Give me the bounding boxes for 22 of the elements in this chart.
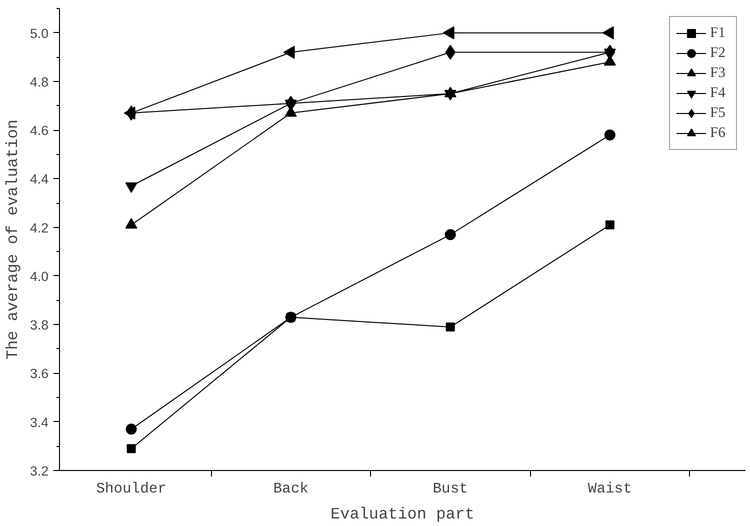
y-tick-label: 4.8 <box>30 74 49 90</box>
y-tick-label: 5.0 <box>30 26 49 41</box>
y-tick-label: 3.8 <box>30 318 49 333</box>
x-axis-title: Evaluation part <box>330 506 475 524</box>
legend-label: F3 <box>710 64 726 82</box>
legend-label: F2 <box>710 44 726 62</box>
y-tick-label: 3.2 <box>30 464 49 478</box>
y-tick-label: 3.6 <box>30 366 49 382</box>
y-tick-label: 4.6 <box>30 123 49 138</box>
legend-label: F5 <box>710 104 726 122</box>
x-tick-label: Bust <box>432 482 468 498</box>
legend-label: F6 <box>710 124 726 142</box>
y-tick-label: 4.2 <box>30 220 49 236</box>
legend-label: F1 <box>710 24 726 42</box>
x-tick-label: Waist <box>588 482 632 498</box>
legend-label: F4 <box>710 84 726 102</box>
y-tick-label: 4.0 <box>30 268 49 284</box>
x-tick-label: Back <box>273 482 309 498</box>
y-tick-label: 4.4 <box>30 172 50 187</box>
y-tick-label: 3.4 <box>30 414 50 430</box>
y-axis-title: The average of evaluation <box>4 119 22 360</box>
x-tick-label: Shoulder <box>96 482 166 498</box>
